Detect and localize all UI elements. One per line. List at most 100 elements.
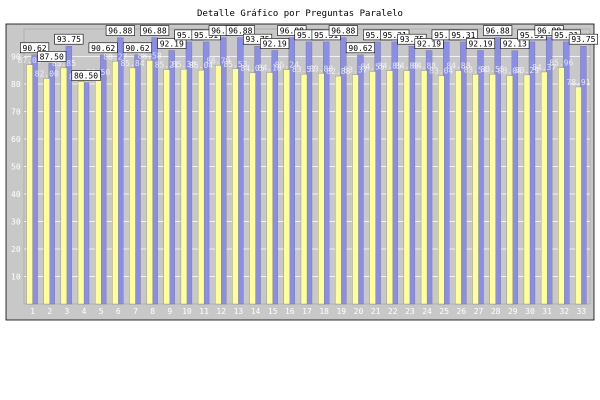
data-label-series-1: 95.31	[314, 31, 338, 40]
bar-series-2	[438, 75, 445, 305]
x-tick-label: 15	[268, 307, 278, 316]
bar-series-2	[43, 78, 50, 305]
data-label-series-1: 92.19	[468, 39, 492, 48]
x-tick-label: 1	[30, 307, 35, 316]
labels-layer: 87.0082.0085.8580.8382.5088.2785.8488.58…	[18, 25, 598, 87]
data-label-series-2: 88.27	[103, 52, 127, 61]
x-tick-label: 3	[64, 307, 69, 316]
data-label-series-2: 85.04	[189, 61, 213, 70]
bar-series-2	[112, 61, 119, 305]
bar-series-2	[455, 70, 462, 305]
data-label-series-2: 84.88	[395, 62, 419, 71]
data-label-series-2: 84.88	[446, 62, 470, 71]
bar-series-2	[266, 72, 273, 305]
bar-series-2	[369, 71, 376, 305]
bar-series-2	[146, 60, 153, 305]
data-label-series-1: 96.88	[331, 27, 355, 36]
bar-series-2	[489, 74, 496, 305]
bar-series-2	[197, 69, 205, 305]
data-label-series-2: 85.24	[275, 61, 299, 70]
bar-series-2	[180, 69, 188, 305]
x-tick-label: 18	[319, 307, 329, 316]
y-tick-label: 80	[11, 80, 21, 89]
data-label-box	[105, 25, 135, 36]
y-tick-label: 50	[11, 163, 21, 172]
data-label-series-1: 92.13	[503, 40, 527, 49]
data-label-series-1: 90.62	[91, 44, 115, 53]
chart-title: Detalle Gráfico por Preguntas Paralelo	[197, 9, 403, 19]
bar-series-2	[300, 74, 308, 305]
y-tick-label: 70	[11, 108, 21, 117]
x-tick-label: 29	[508, 307, 518, 316]
x-tick-label: 20	[354, 307, 364, 316]
data-label-series-1: 96.88	[280, 27, 304, 36]
data-label-series-2: 83.57	[292, 65, 316, 74]
bar-series-2	[26, 64, 33, 305]
data-label-series-1: 95.31	[366, 31, 390, 40]
data-label-series-1: 80.50	[74, 72, 98, 81]
data-label-box	[465, 38, 496, 49]
bar-series-2	[283, 69, 290, 305]
bar-series-2	[232, 68, 239, 305]
data-label-series-1: 92.19	[417, 39, 441, 48]
bar-series-2	[506, 75, 513, 305]
data-label-series-1: 92.19	[263, 39, 287, 48]
data-label-series-1: 95.31	[177, 31, 201, 40]
x-tick-label: 10	[182, 307, 192, 316]
x-tick-label: 6	[116, 307, 121, 316]
x-tick-label: 17	[302, 307, 312, 316]
data-label-series-2: 85.84	[120, 59, 144, 68]
data-label-series-2: 85.21	[155, 61, 179, 70]
y-tick-label: 60	[11, 135, 21, 144]
data-label-box	[54, 33, 84, 45]
data-label-series-1: 96.88	[108, 27, 132, 36]
data-label-series-1: 96.88	[228, 27, 252, 36]
x-tick-label: 31	[542, 307, 552, 316]
data-label-series-2: 84.55	[361, 62, 385, 71]
y-tick-label: 40	[11, 190, 21, 199]
data-label-series-2: 85.85	[52, 59, 76, 68]
data-label-series-2: 83.04	[498, 67, 522, 76]
x-tick-label: 22	[388, 307, 398, 316]
data-label-series-1: 96.88	[211, 27, 235, 36]
data-label-box	[500, 38, 530, 49]
data-label-box	[448, 29, 478, 41]
data-label-box	[88, 42, 118, 54]
data-label-series-1: 92.19	[160, 39, 184, 48]
data-label-series-1: 95.31	[520, 31, 544, 40]
data-label-series-2: 88.58	[138, 51, 162, 60]
x-tick-label: 8	[150, 307, 155, 316]
bar-series-2	[575, 86, 582, 305]
data-label-box	[20, 42, 50, 54]
data-label-series-2: 82.88	[326, 67, 350, 76]
data-label-series-1: 93.75	[245, 35, 269, 44]
data-label-series-1: 96.88	[143, 27, 167, 36]
x-tick-label: 33	[577, 307, 587, 316]
data-label-series-1: 95.31	[434, 31, 458, 40]
data-label-series-2: 85.53	[223, 60, 247, 69]
data-label-box	[122, 42, 153, 54]
data-label-series-2: 83.88	[309, 64, 333, 73]
bar-series-2	[386, 70, 393, 305]
data-label-series-1: 95.31	[554, 31, 578, 40]
x-tick-label: 4	[82, 307, 87, 316]
y-tick-label: 10	[11, 273, 21, 282]
data-label-series-2: 85.96	[549, 59, 573, 68]
data-label-box	[328, 25, 358, 36]
data-label-box	[157, 38, 187, 49]
x-tick-label: 32	[559, 307, 569, 316]
data-label-series-2: 83.54	[463, 65, 487, 74]
data-label-series-1: 95.31	[451, 31, 475, 40]
y-tick-label: 30	[11, 218, 21, 227]
x-tick-label: 24	[422, 307, 432, 316]
x-tick-label: 7	[133, 307, 138, 316]
x-tick-label: 2	[47, 307, 52, 316]
bar-series-2	[540, 71, 548, 305]
data-label-series-1: 95.31	[383, 31, 407, 40]
data-label-series-1: 90.62	[125, 44, 149, 53]
x-tick-label: 5	[99, 307, 104, 316]
data-label-series-2: 83.37	[343, 66, 367, 75]
x-tick-label: 26	[457, 307, 467, 316]
x-tick-label: 21	[371, 307, 381, 316]
